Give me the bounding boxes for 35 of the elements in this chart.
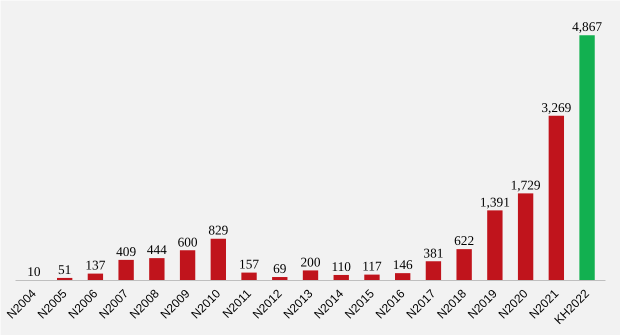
data-label: 200 bbox=[300, 254, 321, 270]
bar bbox=[88, 274, 104, 280]
bar bbox=[487, 210, 503, 280]
bar bbox=[118, 260, 134, 280]
data-label: 69 bbox=[273, 261, 287, 276]
bar bbox=[302, 270, 318, 280]
data-label: 4,867 bbox=[572, 19, 602, 34]
data-label: 444 bbox=[146, 242, 168, 258]
data-label: 51 bbox=[58, 262, 72, 277]
data-label: 146 bbox=[392, 257, 414, 272]
bar bbox=[579, 35, 595, 280]
bar bbox=[241, 272, 257, 280]
bar bbox=[518, 193, 534, 280]
data-label: 1,729 bbox=[510, 177, 541, 192]
bar bbox=[334, 274, 349, 280]
data-label: 829 bbox=[208, 222, 229, 238]
bar bbox=[364, 274, 380, 280]
data-label: 10 bbox=[27, 264, 41, 279]
data-label: 157 bbox=[239, 256, 260, 272]
bar bbox=[426, 261, 442, 280]
data-label: 600 bbox=[178, 234, 198, 250]
bar bbox=[456, 249, 472, 280]
data-label: 409 bbox=[116, 244, 136, 259]
data-label: 110 bbox=[331, 258, 352, 274]
bar bbox=[548, 116, 564, 280]
bar bbox=[395, 273, 410, 280]
bar bbox=[149, 258, 165, 280]
data-label: 3,269 bbox=[541, 100, 572, 115]
data-label: 622 bbox=[454, 233, 474, 248]
data-label: 137 bbox=[85, 258, 106, 273]
data-label: 117 bbox=[362, 258, 382, 274]
bar bbox=[210, 238, 226, 280]
data-label: 1,391 bbox=[480, 194, 510, 210]
data-label: 381 bbox=[423, 245, 444, 260]
bar bbox=[180, 250, 196, 280]
